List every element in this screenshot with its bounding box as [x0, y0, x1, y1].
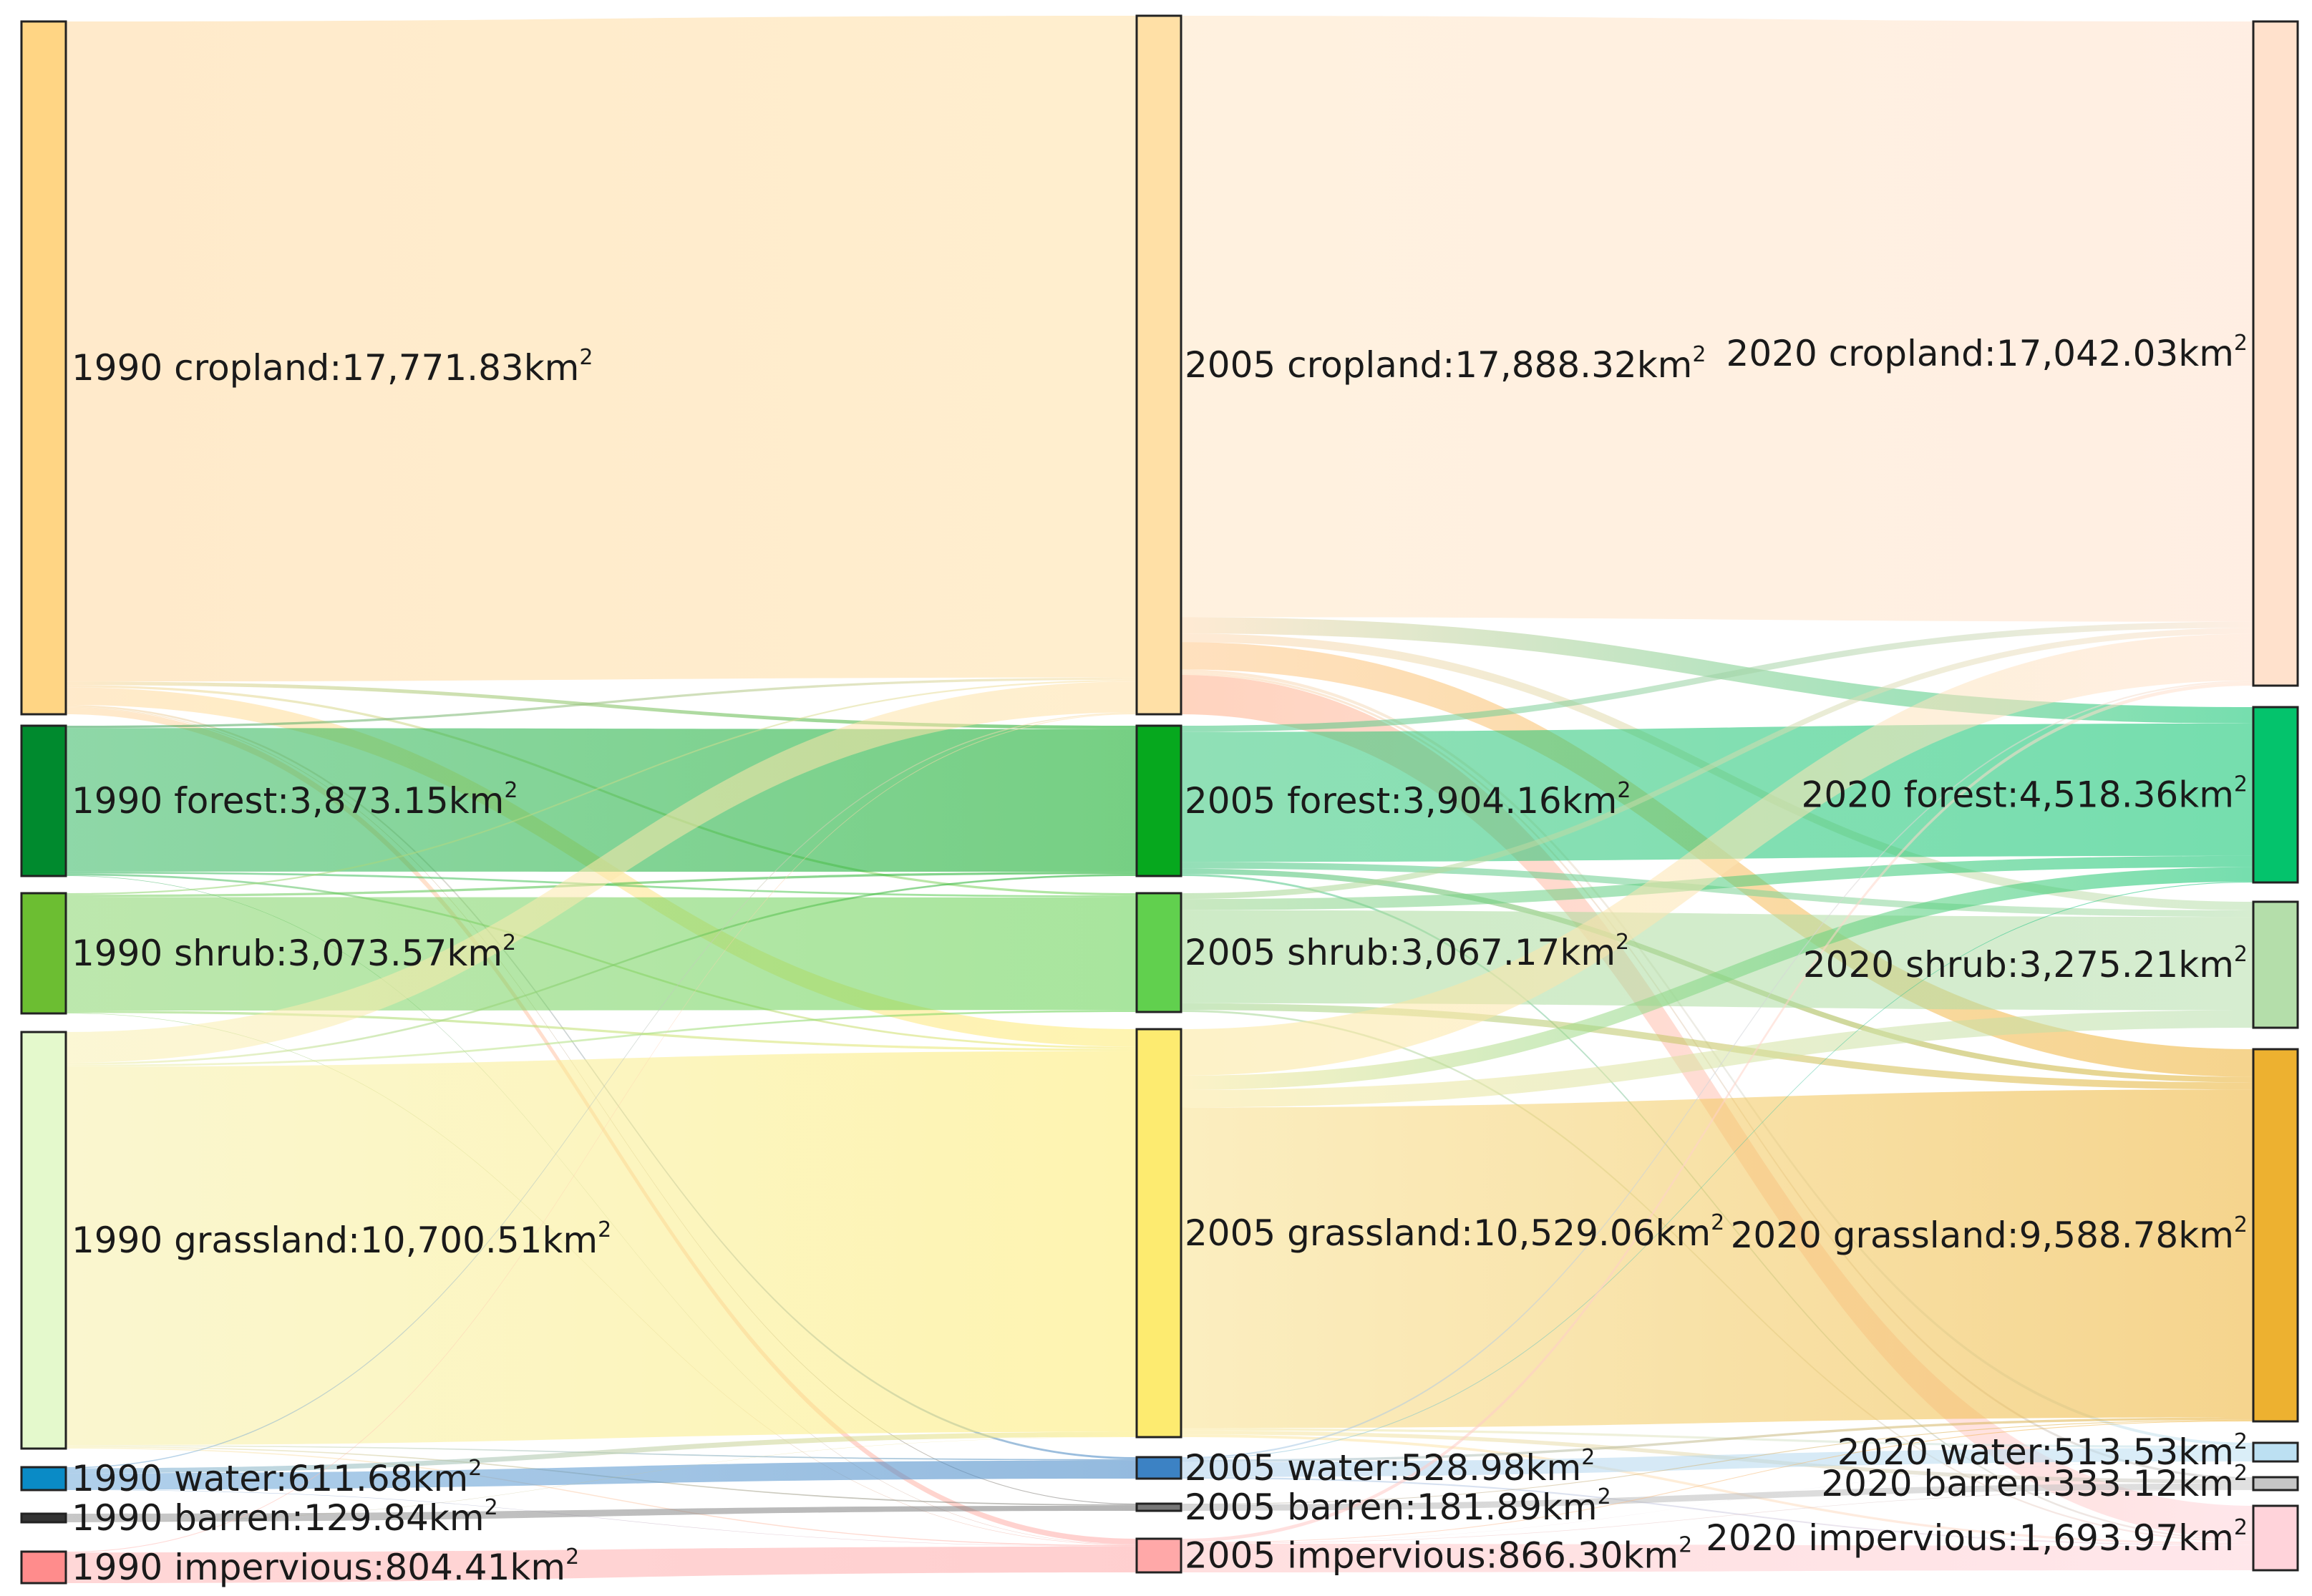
- link-i90-to-i05: [66, 1546, 1137, 1583]
- link-w90-to-w05: [66, 1460, 1137, 1490]
- node-label-1990-cropland: 1990 cropland:17,771.83km2: [72, 345, 593, 389]
- node-label-2020-water: 2020 water:513.53km2: [1837, 1429, 2248, 1473]
- link-w05-to-g20: [1181, 1417, 2253, 1462]
- link-g05-to-f20: [1181, 867, 2253, 1090]
- link-b90-to-g05: [66, 1436, 1137, 1522]
- link-g90-to-i05: [66, 1447, 1137, 1547]
- node-2005-forest: [1135, 724, 1182, 877]
- node-2005-shrub: [1135, 892, 1182, 1013]
- node-label-2005-grassland: 2005 grassland:10,529.06km2: [1185, 1210, 1724, 1254]
- link-f05-to-s20: [1181, 862, 2253, 918]
- link-s05-to-g20: [1181, 1003, 2253, 1090]
- node-label-2005-barren: 2005 barren:181.89km2: [1185, 1484, 1611, 1528]
- labels-layer: 1990 cropland:17,771.83km2 1990 forest:3,…: [72, 331, 2248, 1588]
- link-g05-to-i20: [1181, 1434, 2253, 1545]
- node-1990-impervious: [20, 1550, 67, 1585]
- node-2005-cropland: [1135, 14, 1182, 716]
- link-i05-to-b20: [1181, 1489, 2253, 1544]
- node-1990-forest: [20, 724, 67, 877]
- node-2020-shrub: [2252, 900, 2299, 1029]
- node-label-2005-water: 2005 water:528.98km2: [1185, 1445, 1595, 1489]
- link-s90-to-s05: [66, 897, 1137, 1011]
- link-i05-to-g20: [1181, 1420, 2253, 1543]
- link-s05-to-c20: [1181, 628, 2253, 900]
- link-c90-to-c05: [66, 16, 1137, 682]
- node-label-1990-shrub: 1990 shrub:3,073.57km2: [72, 930, 516, 974]
- link-b90-to-b05: [66, 1505, 1137, 1522]
- node-2005-impervious: [1135, 1537, 1182, 1574]
- node-2020-cropland: [2252, 20, 2299, 687]
- link-f05-to-c20: [1181, 621, 2253, 732]
- node-label-2005-forest: 2005 forest:3,904.16km2: [1185, 778, 1631, 822]
- node-2020-water: [2252, 1441, 2299, 1463]
- link-f05-to-f20: [1181, 723, 2253, 862]
- node-1990-barren: [20, 1512, 67, 1524]
- node-label-2020-barren: 2020 barren:333.12km2: [1821, 1461, 2248, 1504]
- link-s05-to-f20: [1181, 855, 2253, 910]
- link-i05-to-c20: [1181, 682, 2253, 1542]
- link-c05-to-f20: [1181, 617, 2253, 724]
- link-s90-to-g05: [66, 1011, 1137, 1051]
- node-label-2020-cropland: 2020 cropland:17,042.03km2: [1726, 331, 2248, 374]
- node-2020-impervious: [2252, 1504, 2299, 1572]
- link-g05-to-g20: [1181, 1089, 2253, 1429]
- link-b05-to-b20: [1181, 1483, 2253, 1511]
- node-label-1990-forest: 1990 forest:3,873.15km2: [72, 778, 518, 822]
- node-2005-water: [1135, 1456, 1182, 1480]
- node-2005-grassland: [1135, 1028, 1182, 1439]
- link-b05-to-g20: [1181, 1419, 2253, 1505]
- link-i05-to-w20: [1181, 1461, 2253, 1544]
- node-label-1990-grassland: 1990 grassland:10,700.51km2: [72, 1217, 611, 1261]
- node-label-2020-shrub: 2020 shrub:3,275.21km2: [1803, 942, 2248, 986]
- node-1990-grassland: [20, 1031, 67, 1450]
- link-g90-to-g05: [66, 1051, 1137, 1446]
- link-g90-to-c05: [66, 681, 1137, 1063]
- link-w90-to-g05: [66, 1431, 1137, 1474]
- link-c05-to-c20: [1181, 16, 2253, 622]
- link-g90-to-f05: [66, 874, 1137, 1065]
- node-1990-water: [20, 1466, 67, 1492]
- node-2020-forest: [2252, 706, 2299, 884]
- node-label-2005-impervious: 2005 impervious:866.30km2: [1185, 1533, 1692, 1577]
- link-s05-to-s20: [1181, 910, 2253, 1011]
- link-w05-to-i20: [1181, 1476, 2253, 1547]
- node-label-2020-impervious: 2020 impervious:1,693.97km2: [1706, 1515, 2248, 1559]
- node-label-1990-water: 1990 water:611.68km2: [72, 1456, 482, 1499]
- links-layer: [66, 16, 2253, 1583]
- node-label-2005-shrub: 2005 shrub:3,067.17km2: [1185, 930, 1629, 973]
- link-g05-to-w20: [1181, 1428, 2253, 1449]
- node-2005-barren: [1135, 1502, 1182, 1512]
- node-label-2020-forest: 2020 forest:4,518.36km2: [1802, 772, 2248, 816]
- link-g90-to-s05: [66, 1010, 1137, 1067]
- link-w90-to-c05: [66, 712, 1137, 1469]
- link-g05-to-s20: [1181, 1010, 2253, 1108]
- link-g05-to-c20: [1181, 633, 2253, 1076]
- node-label-2020-grassland: 2020 grassland:9,588.78km2: [1731, 1212, 2248, 1256]
- node-1990-cropland: [20, 20, 67, 716]
- link-s90-to-c05: [66, 679, 1137, 895]
- link-w90-to-i05: [66, 1489, 1137, 1547]
- link-w05-to-c20: [1181, 680, 2253, 1459]
- link-w05-to-f20: [1181, 881, 2253, 1460]
- node-label-1990-barren: 1990 barren:129.84km2: [72, 1495, 498, 1539]
- link-c05-to-b20: [1181, 672, 2253, 1480]
- link-c90-to-f05: [66, 681, 1137, 729]
- node-2020-barren: [2252, 1476, 2299, 1492]
- link-f90-to-f05: [66, 728, 1137, 872]
- node-label-1990-impervious: 1990 impervious:804.41km2: [72, 1544, 579, 1588]
- node-1990-shrub: [20, 892, 67, 1015]
- nodes-layer: [20, 14, 2299, 1585]
- link-i90-to-c05: [66, 713, 1137, 1553]
- link-f90-to-c05: [66, 677, 1137, 729]
- node-label-2005-cropland: 2005 cropland:17,888.32km2: [1185, 342, 1706, 386]
- node-2020-grassland: [2252, 1048, 2299, 1423]
- link-i05-to-i20: [1181, 1543, 2253, 1572]
